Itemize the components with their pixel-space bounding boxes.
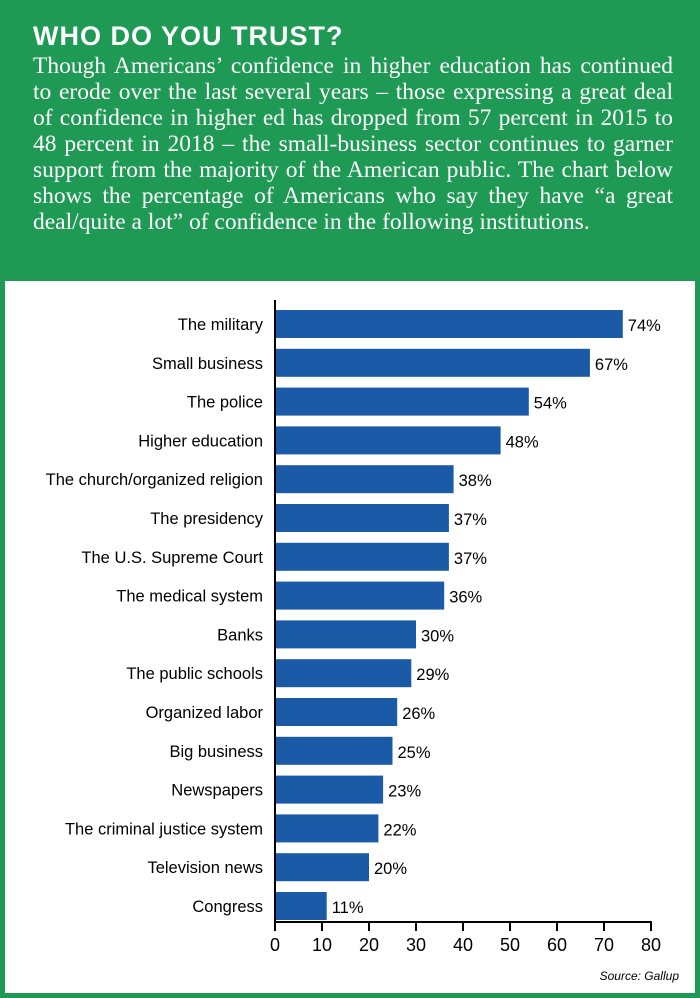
value-label: 67% xyxy=(595,356,628,374)
bar xyxy=(275,426,501,455)
value-label: 23% xyxy=(388,783,421,801)
value-label: 25% xyxy=(398,744,431,762)
page-title: WHO DO YOU TRUST? xyxy=(33,21,344,51)
bar xyxy=(275,892,327,920)
x-tick-label: 50 xyxy=(500,935,520,955)
bar xyxy=(275,310,623,338)
bar xyxy=(275,659,412,688)
header-panel: WHO DO YOU TRUST? Though Americans’ conf… xyxy=(5,5,695,281)
value-label: 38% xyxy=(459,472,492,490)
category-label: The criminal justice system xyxy=(65,820,263,838)
source-note: Source: Gallup xyxy=(599,969,679,983)
value-label: 36% xyxy=(449,589,482,607)
category-label: Organized labor xyxy=(146,704,264,722)
category-label: The church/organized religion xyxy=(46,471,263,489)
value-label: 48% xyxy=(506,433,539,451)
category-label: Big business xyxy=(169,743,263,761)
category-label: Newspapers xyxy=(171,782,263,800)
category-label: The U.S. Supreme Court xyxy=(81,549,263,567)
value-label: 22% xyxy=(383,821,416,839)
x-tick-label: 0 xyxy=(270,935,280,955)
bar xyxy=(275,387,529,416)
x-tick-label: 80 xyxy=(641,935,661,955)
value-label: 74% xyxy=(628,317,661,335)
category-label: The police xyxy=(187,394,263,412)
bar xyxy=(275,814,379,843)
intro-paragraph: Though Americans’ confidence in higher e… xyxy=(33,53,673,235)
bar xyxy=(275,504,449,532)
category-label: Small business xyxy=(152,355,263,373)
bar xyxy=(275,465,454,494)
value-label: 11% xyxy=(332,899,364,917)
value-label: 26% xyxy=(402,705,435,723)
value-label: 37% xyxy=(454,550,487,568)
bar xyxy=(275,698,398,726)
value-label: 54% xyxy=(534,395,567,413)
category-label: Higher education xyxy=(138,432,263,450)
category-label: Congress xyxy=(192,898,263,916)
x-tick-label: 40 xyxy=(453,935,473,955)
x-tick-label: 20 xyxy=(359,935,379,955)
x-tick-label: 30 xyxy=(406,935,426,955)
bar xyxy=(275,581,445,610)
value-label: 29% xyxy=(416,666,449,684)
category-label: The military xyxy=(178,316,264,334)
bar xyxy=(275,348,590,377)
category-label: The public schools xyxy=(126,665,263,683)
x-tick-label: 70 xyxy=(594,935,614,955)
category-label: Banks xyxy=(217,626,263,644)
category-label: The medical system xyxy=(116,588,263,606)
bar xyxy=(275,736,393,765)
bar xyxy=(275,775,384,804)
value-label: 37% xyxy=(454,511,487,529)
x-tick-label: 60 xyxy=(547,935,567,955)
bar xyxy=(275,620,416,649)
value-label: 30% xyxy=(421,627,454,645)
category-label: Television news xyxy=(147,859,263,877)
bar xyxy=(275,542,449,571)
category-label: The presidency xyxy=(150,510,264,528)
x-tick-label: 10 xyxy=(312,935,332,955)
bar xyxy=(275,853,369,882)
value-label: 20% xyxy=(374,860,407,878)
